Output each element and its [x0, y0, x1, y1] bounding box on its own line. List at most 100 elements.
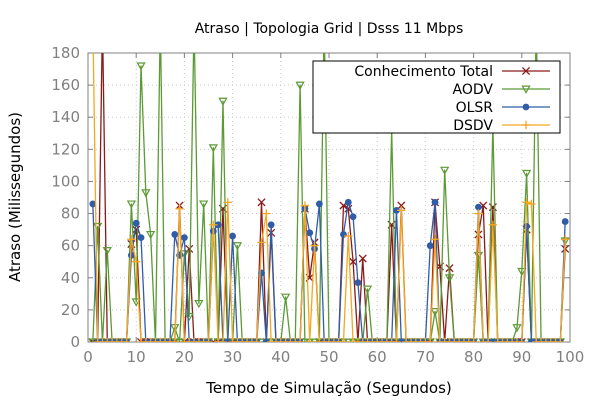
data-point-dsdv	[532, 337, 541, 342]
data-point-dsdv	[488, 220, 498, 229]
data-point-olsr	[214, 221, 222, 229]
data-point-dsdv	[522, 198, 531, 207]
x-tick-label: 20	[175, 348, 194, 366]
legend-label-aodv: AODV	[453, 82, 494, 98]
series-line-olsr	[92, 201, 566, 342]
data-point-dsdv	[507, 337, 517, 342]
data-point-dsdv	[223, 198, 232, 207]
x-tick-label: 70	[416, 348, 435, 366]
x-tick-label: 90	[512, 348, 531, 366]
data-point-dsdv	[373, 337, 382, 342]
data-point-dsdv	[141, 337, 151, 342]
data-point-dsdv	[541, 337, 551, 342]
data-point-dsdv	[546, 337, 555, 342]
x-tick-label: 50	[319, 348, 338, 366]
data-point-olsr	[426, 242, 434, 250]
data-point-dsdv	[382, 337, 392, 342]
legend-box	[312, 60, 561, 134]
data-point-aodv	[199, 200, 209, 209]
data-point-dsdv	[363, 337, 372, 342]
data-point-dsdv	[300, 201, 310, 210]
data-point-aodv	[136, 62, 146, 71]
data-point-aodv	[256, 338, 267, 342]
data-point-dsdv	[493, 337, 502, 342]
legend-label-dsdv: DSDV	[453, 118, 493, 134]
data-point-dsdv	[334, 337, 343, 342]
data-point-aodv	[102, 247, 112, 256]
x-tick-label: 0	[83, 348, 93, 366]
data-point-dsdv	[406, 337, 416, 342]
data-point-olsr	[393, 206, 400, 214]
data-point-dsdv	[474, 209, 483, 218]
x-tick-label: 60	[368, 348, 387, 366]
data-point-dsdv	[170, 337, 179, 342]
data-point-dsdv	[98, 337, 107, 342]
data-point-olsr	[224, 338, 232, 342]
data-point-dsdv	[556, 337, 565, 342]
series-line-conhecimento-total	[92, 53, 566, 342]
data-point-olsr	[267, 221, 275, 229]
data-point-olsr	[306, 229, 314, 237]
data-point-dsdv	[189, 337, 199, 342]
data-point-dsdv	[180, 337, 189, 342]
data-point-dsdv	[479, 337, 488, 342]
data-point-dsdv	[536, 337, 546, 342]
data-point-olsr	[340, 231, 347, 238]
data-point-conhecimento-total	[257, 198, 266, 207]
y-tick-label: 80	[61, 205, 80, 223]
data-point-dsdv	[430, 235, 440, 244]
data-point-dsdv	[397, 206, 406, 215]
data-point-dsdv	[93, 337, 102, 342]
data-point-dsdv	[252, 337, 261, 342]
series-dsdv	[92, 53, 570, 342]
x-tick-label: 30	[223, 348, 242, 366]
data-point-olsr	[132, 219, 140, 227]
y-tick-label: 180	[51, 44, 80, 62]
data-point-dsdv	[165, 337, 175, 342]
data-point-olsr	[258, 269, 265, 277]
data-point-olsr	[315, 200, 323, 208]
data-point-aodv	[194, 299, 204, 309]
data-point-aodv	[174, 338, 185, 342]
data-point-dsdv	[160, 337, 170, 342]
data-point-dsdv	[136, 337, 146, 342]
data-point-dsdv	[440, 337, 449, 342]
data-point-dsdv	[339, 337, 348, 342]
data-point-olsr	[137, 234, 145, 242]
data-point-dsdv	[194, 337, 204, 342]
chart-title: Atraso | Topologia Grid | Dsss 11 Mbps	[195, 21, 464, 37]
data-point-dsdv	[387, 337, 396, 342]
data-point-dsdv	[233, 337, 242, 342]
data-point-dsdv	[377, 337, 387, 342]
data-point-olsr	[523, 223, 531, 230]
data-point-dsdv	[315, 337, 324, 342]
data-point-aodv	[295, 81, 305, 90]
x-tick-label: 100	[556, 348, 585, 366]
legend: Conhecimento Total AODV OLSR DSDV	[312, 60, 561, 134]
data-point-dsdv	[551, 337, 560, 342]
data-point-dsdv	[228, 337, 237, 342]
y-axis-label: Atraso (Milissegundos)	[6, 112, 24, 282]
data-point-aodv	[444, 274, 455, 283]
data-point-dsdv	[517, 337, 526, 342]
data-point-dsdv	[329, 337, 339, 342]
data-point-olsr	[344, 198, 352, 206]
data-point-aodv	[512, 324, 522, 333]
data-point-dsdv	[527, 199, 536, 209]
data-point-dsdv	[156, 337, 165, 342]
legend-label-olsr: OLSR	[456, 100, 494, 116]
data-point-olsr	[561, 218, 569, 225]
data-point-dsdv	[247, 337, 257, 342]
data-point-dsdv	[426, 337, 435, 342]
data-point-dsdv	[175, 204, 184, 213]
data-point-dsdv	[213, 337, 223, 342]
data-point-aodv	[362, 285, 373, 294]
data-point-dsdv	[291, 337, 300, 342]
legend-marker-olsr	[522, 103, 530, 111]
y-tick-label: 20	[61, 301, 80, 319]
data-point-olsr	[262, 338, 270, 342]
data-point-dsdv	[204, 337, 213, 342]
data-point-dsdv	[464, 337, 473, 342]
data-point-aodv	[281, 293, 291, 302]
